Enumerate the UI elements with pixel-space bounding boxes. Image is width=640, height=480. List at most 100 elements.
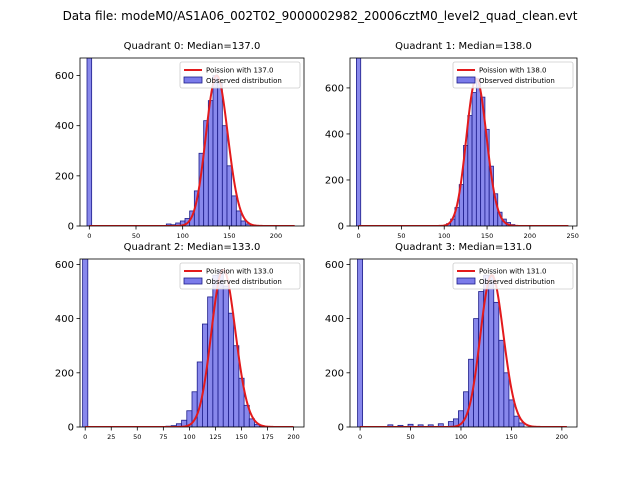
subplot-title: Quadrant 1: Median=138.0 (395, 41, 532, 52)
subplot-quadrant-2: Quadrant 2: Median=133.0 0 200 400 600 0 25 50 7… (55, 242, 305, 441)
histogram-bar (235, 210, 242, 226)
x-tick-label: 125 (209, 433, 221, 441)
histogram-bar (356, 58, 362, 226)
histogram-bar (475, 78, 482, 226)
legend-poisson-label: Poission with 137.0 (206, 67, 274, 75)
histogram-bars (86, 58, 251, 226)
x-tick-label: 200 (270, 232, 282, 240)
x-tick-label: 250 (567, 232, 579, 240)
subplot-quadrant-3: Quadrant 3: Median=131.0 0 200 400 600 0 50 100… (325, 242, 578, 441)
figure-title: Data file: modeM0/AS1A06_002T02_90000029… (63, 9, 578, 23)
histogram-bar (357, 259, 364, 427)
x-tick-label: 100 (455, 433, 467, 441)
histogram-bar (467, 115, 473, 226)
y-tick-label: 400 (55, 314, 74, 325)
subplot-grid: Quadrant 0: Median=137.0 0 200 400 600 0 50 100… (55, 41, 579, 441)
x-tick-label: 50 (133, 433, 141, 441)
legend: Poission with 137.0 Observed distribution (179, 61, 301, 89)
y-tick-label: 400 (325, 129, 344, 140)
legend-observed-label: Observed distribution (479, 278, 555, 286)
histogram-bars (356, 58, 516, 226)
legend-bar-swatch (456, 277, 476, 285)
y-tick-label: 0 (68, 423, 74, 434)
legend: Poission with 131.0 Observed distribution (452, 262, 574, 290)
histogram-bar (207, 100, 214, 226)
subplot-quadrant-0: Quadrant 0: Median=137.0 0 200 400 600 0 50 100… (55, 41, 305, 240)
subplot-title: Quadrant 0: Median=137.0 (124, 41, 261, 52)
histogram-bar (231, 195, 237, 226)
legend-box (452, 262, 574, 290)
x-tick-label: 200 (287, 433, 299, 441)
legend-box (452, 61, 574, 89)
y-tick-label: 600 (55, 71, 74, 82)
histogram-bar (248, 418, 255, 427)
legend-bar-swatch (183, 76, 203, 84)
x-tick-label: 75 (159, 433, 167, 441)
legend-bar-swatch (456, 76, 476, 84)
legend-bar-swatch (183, 277, 203, 285)
x-tick-label: 100 (183, 433, 195, 441)
histogram-bar (240, 220, 247, 226)
poisson-curve (358, 77, 569, 226)
histogram-bar (493, 301, 500, 427)
y-tick-label: 200 (55, 368, 74, 379)
x-tick-label: 50 (132, 232, 140, 240)
y-tick-label: 600 (55, 260, 74, 271)
histogram-bar (228, 312, 235, 427)
x-tick-label: 100 (438, 232, 450, 240)
histogram-bar (86, 58, 93, 226)
histogram-bar (503, 372, 510, 427)
x-tick-label: 0 (87, 232, 91, 240)
histogram-bar (212, 75, 219, 226)
x-tick-label: 100 (176, 232, 188, 240)
x-tick-label: 150 (481, 232, 493, 240)
y-tick-label: 400 (55, 121, 74, 132)
legend-poisson-label: Poission with 131.0 (479, 268, 547, 276)
legend-observed-label: Observed distribution (479, 77, 555, 85)
x-tick-label: 200 (556, 433, 568, 441)
y-tick-label: 600 (325, 260, 344, 271)
x-tick-label: 150 (235, 433, 247, 441)
x-tick-label: 50 (406, 433, 414, 441)
x-tick-label: 150 (223, 232, 235, 240)
histogram-bar (217, 269, 224, 427)
y-tick-label: 400 (325, 314, 344, 325)
x-tick-label: 0 (83, 433, 87, 441)
histogram-bar (518, 422, 525, 427)
y-tick-label: 200 (325, 175, 344, 186)
legend-observed-label: Observed distribution (206, 278, 282, 286)
poisson-curve (85, 268, 294, 427)
legend-box (179, 61, 301, 89)
legend: Poission with 133.0 Observed distribution (179, 262, 301, 290)
x-tick-label: 50 (397, 232, 405, 240)
histogram-bar (498, 339, 505, 427)
x-tick-label: 200 (524, 232, 536, 240)
x-tick-label: 0 (358, 433, 362, 441)
x-tick-label: 175 (261, 433, 273, 441)
axes-frame (349, 258, 578, 428)
y-tick-label: 0 (338, 423, 344, 434)
axes-frame (349, 57, 578, 227)
histogram-bar (222, 285, 229, 427)
legend-observed-label: Observed distribution (206, 77, 282, 85)
axes-frame (79, 57, 305, 227)
legend: Poission with 138.0 Observed distribution (452, 61, 574, 89)
subplot-quadrant-1: Quadrant 1: Median=138.0 0 200 400 600 0 50 100… (325, 41, 579, 240)
histogram-bar (513, 415, 520, 427)
y-tick-label: 0 (68, 222, 74, 233)
subplot-title: Quadrant 3: Median=131.0 (395, 242, 532, 253)
histogram-bar (221, 125, 228, 226)
y-tick-label: 600 (325, 83, 344, 94)
histogram-bar (471, 92, 477, 226)
histogram-bar (217, 82, 223, 226)
histogram-bar (82, 259, 89, 427)
y-tick-label: 0 (338, 222, 344, 233)
y-tick-label: 200 (55, 171, 74, 182)
legend-poisson-label: Poission with 138.0 (479, 67, 547, 75)
histogram-bar (508, 399, 515, 427)
legend-box (179, 262, 301, 290)
histogram-bar (226, 165, 233, 226)
histogram-bar (488, 274, 495, 427)
x-tick-label: 150 (505, 433, 517, 441)
